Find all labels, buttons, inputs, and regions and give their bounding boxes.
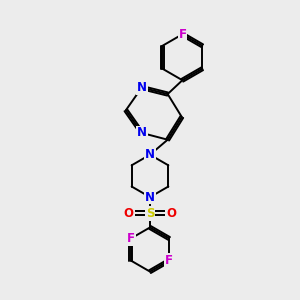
Text: S: S bbox=[146, 207, 154, 220]
Text: N: N bbox=[145, 190, 155, 204]
Text: F: F bbox=[127, 232, 135, 245]
Text: N: N bbox=[137, 81, 147, 94]
Text: F: F bbox=[178, 28, 186, 41]
Text: O: O bbox=[166, 207, 176, 220]
Text: N: N bbox=[145, 148, 155, 161]
Text: N: N bbox=[137, 126, 147, 140]
Text: O: O bbox=[124, 207, 134, 220]
Text: F: F bbox=[165, 254, 173, 267]
